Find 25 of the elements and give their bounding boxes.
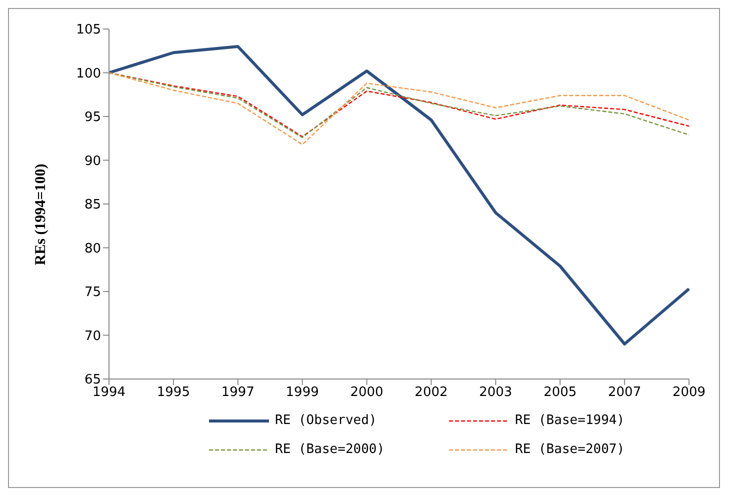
x-tick-label: 2002 — [414, 385, 448, 400]
x-tick-label: 2005 — [544, 385, 577, 400]
x-tick-label: 1997 — [221, 385, 254, 400]
x-tick-label: 1995 — [156, 385, 190, 400]
x-tick-label: 2000 — [350, 385, 384, 400]
x-tick-label: 2009 — [672, 385, 706, 400]
y-tick-label: 90 — [84, 154, 101, 169]
line-series — [108, 45, 690, 346]
legend-label: RE (Base=1994) — [515, 413, 625, 428]
y-tick-label: 105 — [76, 22, 101, 38]
y-axis-title: REs (1994=100) — [34, 163, 50, 265]
legend-label: RE (Base=2000) — [275, 442, 385, 457]
y-tick-label: 75 — [84, 285, 101, 300]
legend-label: RE (Base=2007) — [515, 442, 625, 457]
x-tick-label: 1994 — [92, 385, 126, 400]
x-tick-label: 1999 — [286, 385, 319, 400]
y-tick-label: 80 — [84, 241, 101, 256]
y-tick-label: 65 — [84, 372, 101, 388]
y-tick-label: 85 — [84, 198, 101, 213]
y-tick-label: 95 — [84, 110, 101, 126]
y-tick-label: 70 — [84, 328, 101, 344]
x-tick-label: 2003 — [479, 385, 512, 400]
y-tick-label: 100 — [76, 66, 101, 82]
legend-label: RE (Observed) — [275, 413, 377, 428]
x-tick-label: 2007 — [608, 385, 642, 400]
